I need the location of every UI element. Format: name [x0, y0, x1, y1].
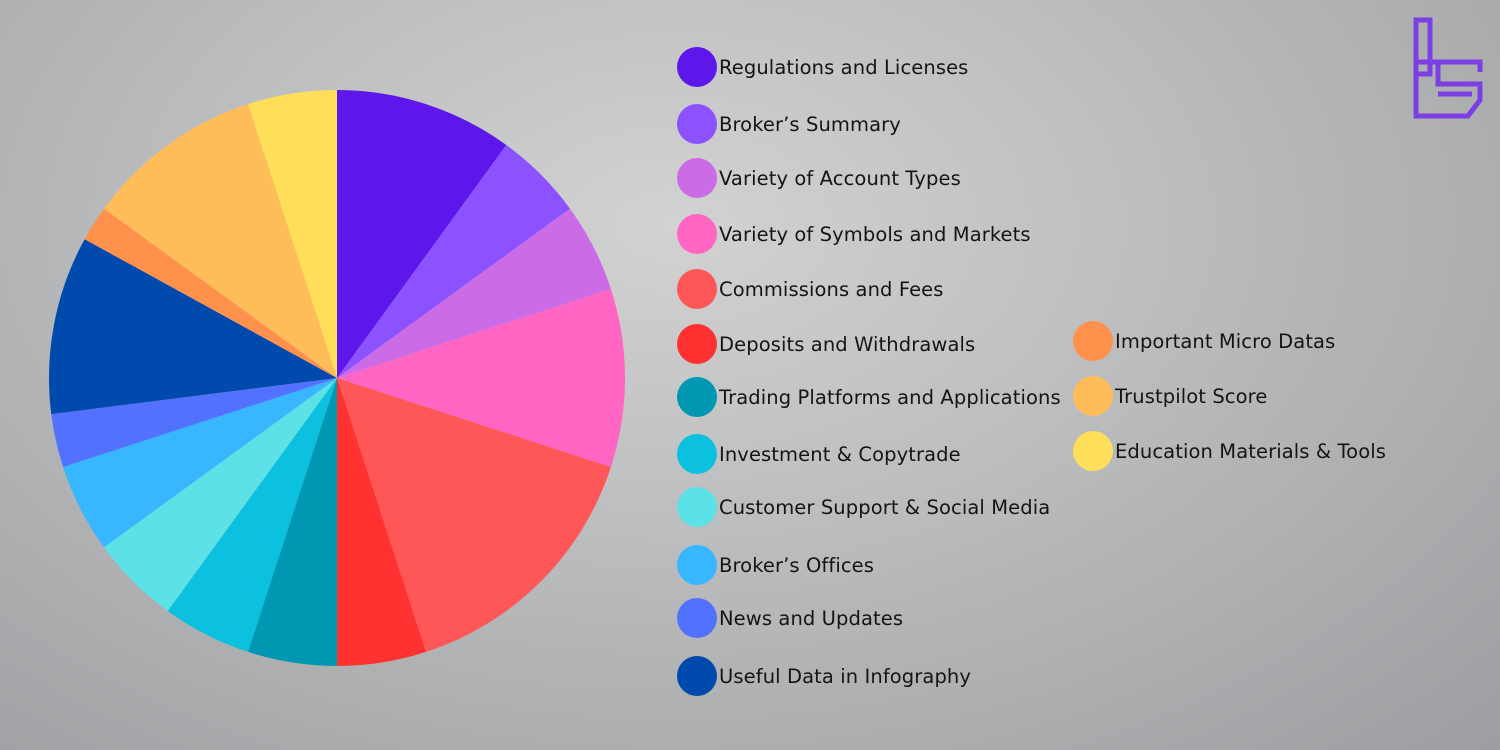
legend-label: Broker’s Summary — [719, 112, 901, 136]
legend-swatch — [677, 158, 717, 198]
pie-slice-1 — [337, 145, 570, 378]
pie-slice-12 — [84, 208, 337, 378]
pie-slice-10 — [51, 378, 337, 467]
legend-swatch — [677, 47, 717, 87]
legend-swatch — [677, 434, 717, 474]
legend-label: Commissions and Fees — [719, 277, 944, 301]
legend-label: Regulations and Licenses — [719, 55, 969, 79]
legend-label: Variety of Account Types — [719, 166, 961, 190]
legend-item: Important Micro Datas — [1073, 320, 1335, 362]
legend-item: Education Materials & Tools — [1073, 430, 1386, 472]
pie-slice-11 — [48, 239, 337, 415]
legend-label: Broker’s Offices — [719, 553, 875, 577]
legend-swatch — [1073, 376, 1113, 416]
legend-label: Useful Data in Infography — [719, 664, 972, 688]
pie-slice-7 — [167, 378, 337, 652]
legend-label: Education Materials & Tools — [1115, 439, 1386, 463]
pie-slice-4 — [337, 378, 611, 652]
pie-slice-13 — [104, 104, 337, 378]
legend-swatch — [677, 324, 717, 364]
legend-swatch — [1073, 321, 1113, 361]
legend-swatch — [677, 487, 717, 527]
legend-item: News and Updates — [677, 597, 903, 639]
legend-item: Useful Data in Infography — [677, 655, 971, 697]
legend-item: Broker’s Offices — [677, 544, 874, 586]
pie-slice-8 — [104, 378, 337, 611]
pie-slice-9 — [63, 378, 337, 548]
pie-slice-14 — [248, 90, 337, 378]
legend-swatch — [1073, 431, 1113, 471]
legend-label: Important Micro Datas — [1115, 329, 1336, 353]
legend-swatch — [677, 214, 717, 254]
legend-item: Broker’s Summary — [677, 103, 901, 145]
pie-slice-2 — [337, 208, 611, 378]
legend-swatch — [677, 545, 717, 585]
legend-item: Investment & Copytrade — [677, 433, 961, 475]
legend-label: News and Updates — [719, 606, 904, 630]
legend-label: Variety of Symbols and Markets — [719, 222, 1031, 246]
legend-label: Trustpilot Score — [1115, 384, 1268, 408]
legend-label: Investment & Copytrade — [719, 442, 961, 466]
legend-swatch — [677, 269, 717, 309]
legend-swatch — [677, 656, 717, 696]
legend-label: Customer Support & Social Media — [719, 495, 1051, 519]
legend-item: Trustpilot Score — [1073, 375, 1267, 417]
brand-logo-icon — [1410, 16, 1486, 128]
legend-item: Customer Support & Social Media — [677, 486, 1050, 528]
pie-slice-6 — [248, 378, 337, 666]
legend-swatch — [677, 377, 717, 417]
legend-label: Deposits and Withdrawals — [719, 332, 976, 356]
pie-slice-3 — [337, 289, 626, 467]
legend-label: Trading Platforms and Applications — [719, 385, 1061, 409]
legend-item: Variety of Symbols and Markets — [677, 213, 1031, 255]
pie-slice-5 — [337, 378, 426, 666]
legend-swatch — [677, 104, 717, 144]
legend-item: Regulations and Licenses — [677, 46, 968, 88]
legend-item: Trading Platforms and Applications — [677, 376, 1061, 418]
legend-item: Deposits and Withdrawals — [677, 323, 975, 365]
legend-swatch — [677, 598, 717, 638]
legend-item: Variety of Account Types — [677, 157, 961, 199]
legend-item: Commissions and Fees — [677, 268, 944, 310]
pie-chart — [48, 90, 626, 666]
pie-slice-0 — [337, 90, 507, 378]
